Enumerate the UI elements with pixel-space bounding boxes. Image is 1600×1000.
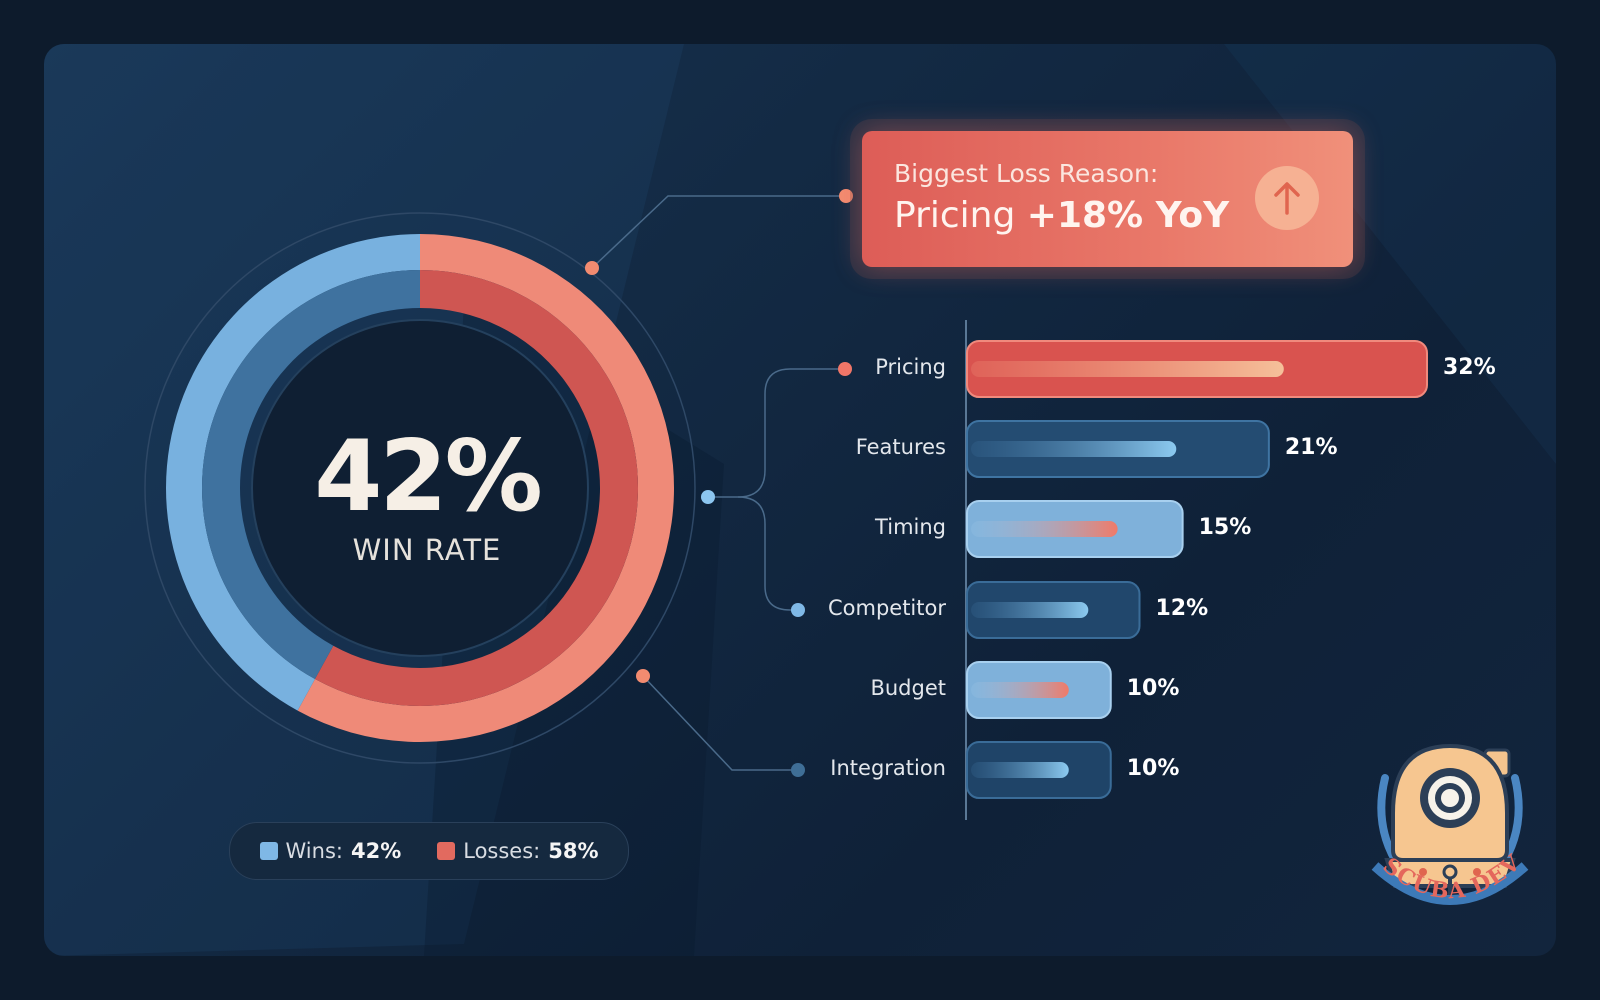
connector-competitor	[737, 496, 795, 611]
donut-hole	[252, 320, 588, 656]
callout-value: Pricing +18% YoY	[894, 195, 1229, 236]
donut-legend: Wins: 42% Losses: 58%	[229, 822, 629, 880]
connector-callout	[591, 195, 846, 269]
wins-swatch	[259, 842, 278, 860]
win-rate-value: 42%	[314, 420, 543, 534]
bar-value-pricing: 32%	[1443, 355, 1496, 380]
losses-segment-inner	[314, 270, 638, 706]
connector-dot-losses	[636, 669, 650, 683]
bar-highlight-features	[971, 441, 1177, 457]
bar-highlight-budget	[971, 682, 1069, 698]
wins-segment-outer	[165, 234, 420, 711]
legend-item-wins: Wins: 42%	[259, 839, 402, 863]
legend-losses-value: 58%	[548, 839, 599, 863]
biggest-loss-callout: Biggest Loss Reason: Pricing +18% YoY	[862, 131, 1353, 267]
connector-dot-pricing	[838, 362, 852, 376]
win-rate-donut	[144, 212, 696, 764]
arrow-up-icon	[1255, 166, 1319, 230]
connector-dot-hub	[701, 490, 715, 504]
connector-integration	[642, 675, 795, 771]
bar-value-competitor: 12%	[1155, 596, 1209, 621]
bar-label-features: Features	[855, 435, 946, 459]
connector-dot-callout-end	[839, 189, 853, 203]
losses-segment-outer	[297, 234, 674, 742]
donut-inner-ring	[251, 319, 589, 657]
losses-swatch	[437, 842, 456, 860]
bar-value-integration: 10%	[1126, 756, 1180, 781]
bar-value-timing: 15%	[1198, 515, 1252, 540]
connector-lines	[591, 195, 846, 771]
connector-dot-integration	[791, 763, 805, 777]
legend-wins-value: 42%	[350, 839, 402, 863]
connector-dot-callout-start	[585, 261, 599, 275]
callout-change: +18% YoY	[1026, 195, 1230, 236]
wins-segment-inner	[202, 270, 420, 680]
callout-reason: Pricing	[894, 195, 1016, 236]
bar-highlight-competitor	[971, 602, 1089, 618]
connector-dot-competitor	[791, 603, 805, 617]
bar-label-pricing: Pricing	[875, 355, 946, 379]
callout-label: Biggest Loss Reason:	[894, 159, 1159, 188]
bar-value-features: 21%	[1284, 435, 1338, 460]
bar-highlight-timing	[971, 521, 1118, 537]
donut-outer-ring	[144, 212, 696, 764]
legend-wins-label: Wins:	[285, 839, 343, 863]
bar-label-competitor: Competitor	[827, 596, 946, 620]
bar-label-budget: Budget	[870, 676, 946, 700]
bar-highlight-pricing	[971, 361, 1284, 377]
scuba-dev-logo: SCUBA DEV	[1371, 743, 1529, 905]
bar-highlight-integration	[971, 762, 1069, 778]
bar-value-budget: 10%	[1126, 676, 1180, 701]
bar-label-integration: Integration	[830, 756, 946, 780]
legend-item-losses: Losses: 58%	[437, 839, 599, 863]
connector-pricing	[708, 368, 845, 498]
win-rate-label: WIN RATE	[352, 533, 502, 567]
bar-label-timing: Timing	[875, 515, 946, 539]
legend-losses-label: Losses:	[463, 839, 541, 863]
